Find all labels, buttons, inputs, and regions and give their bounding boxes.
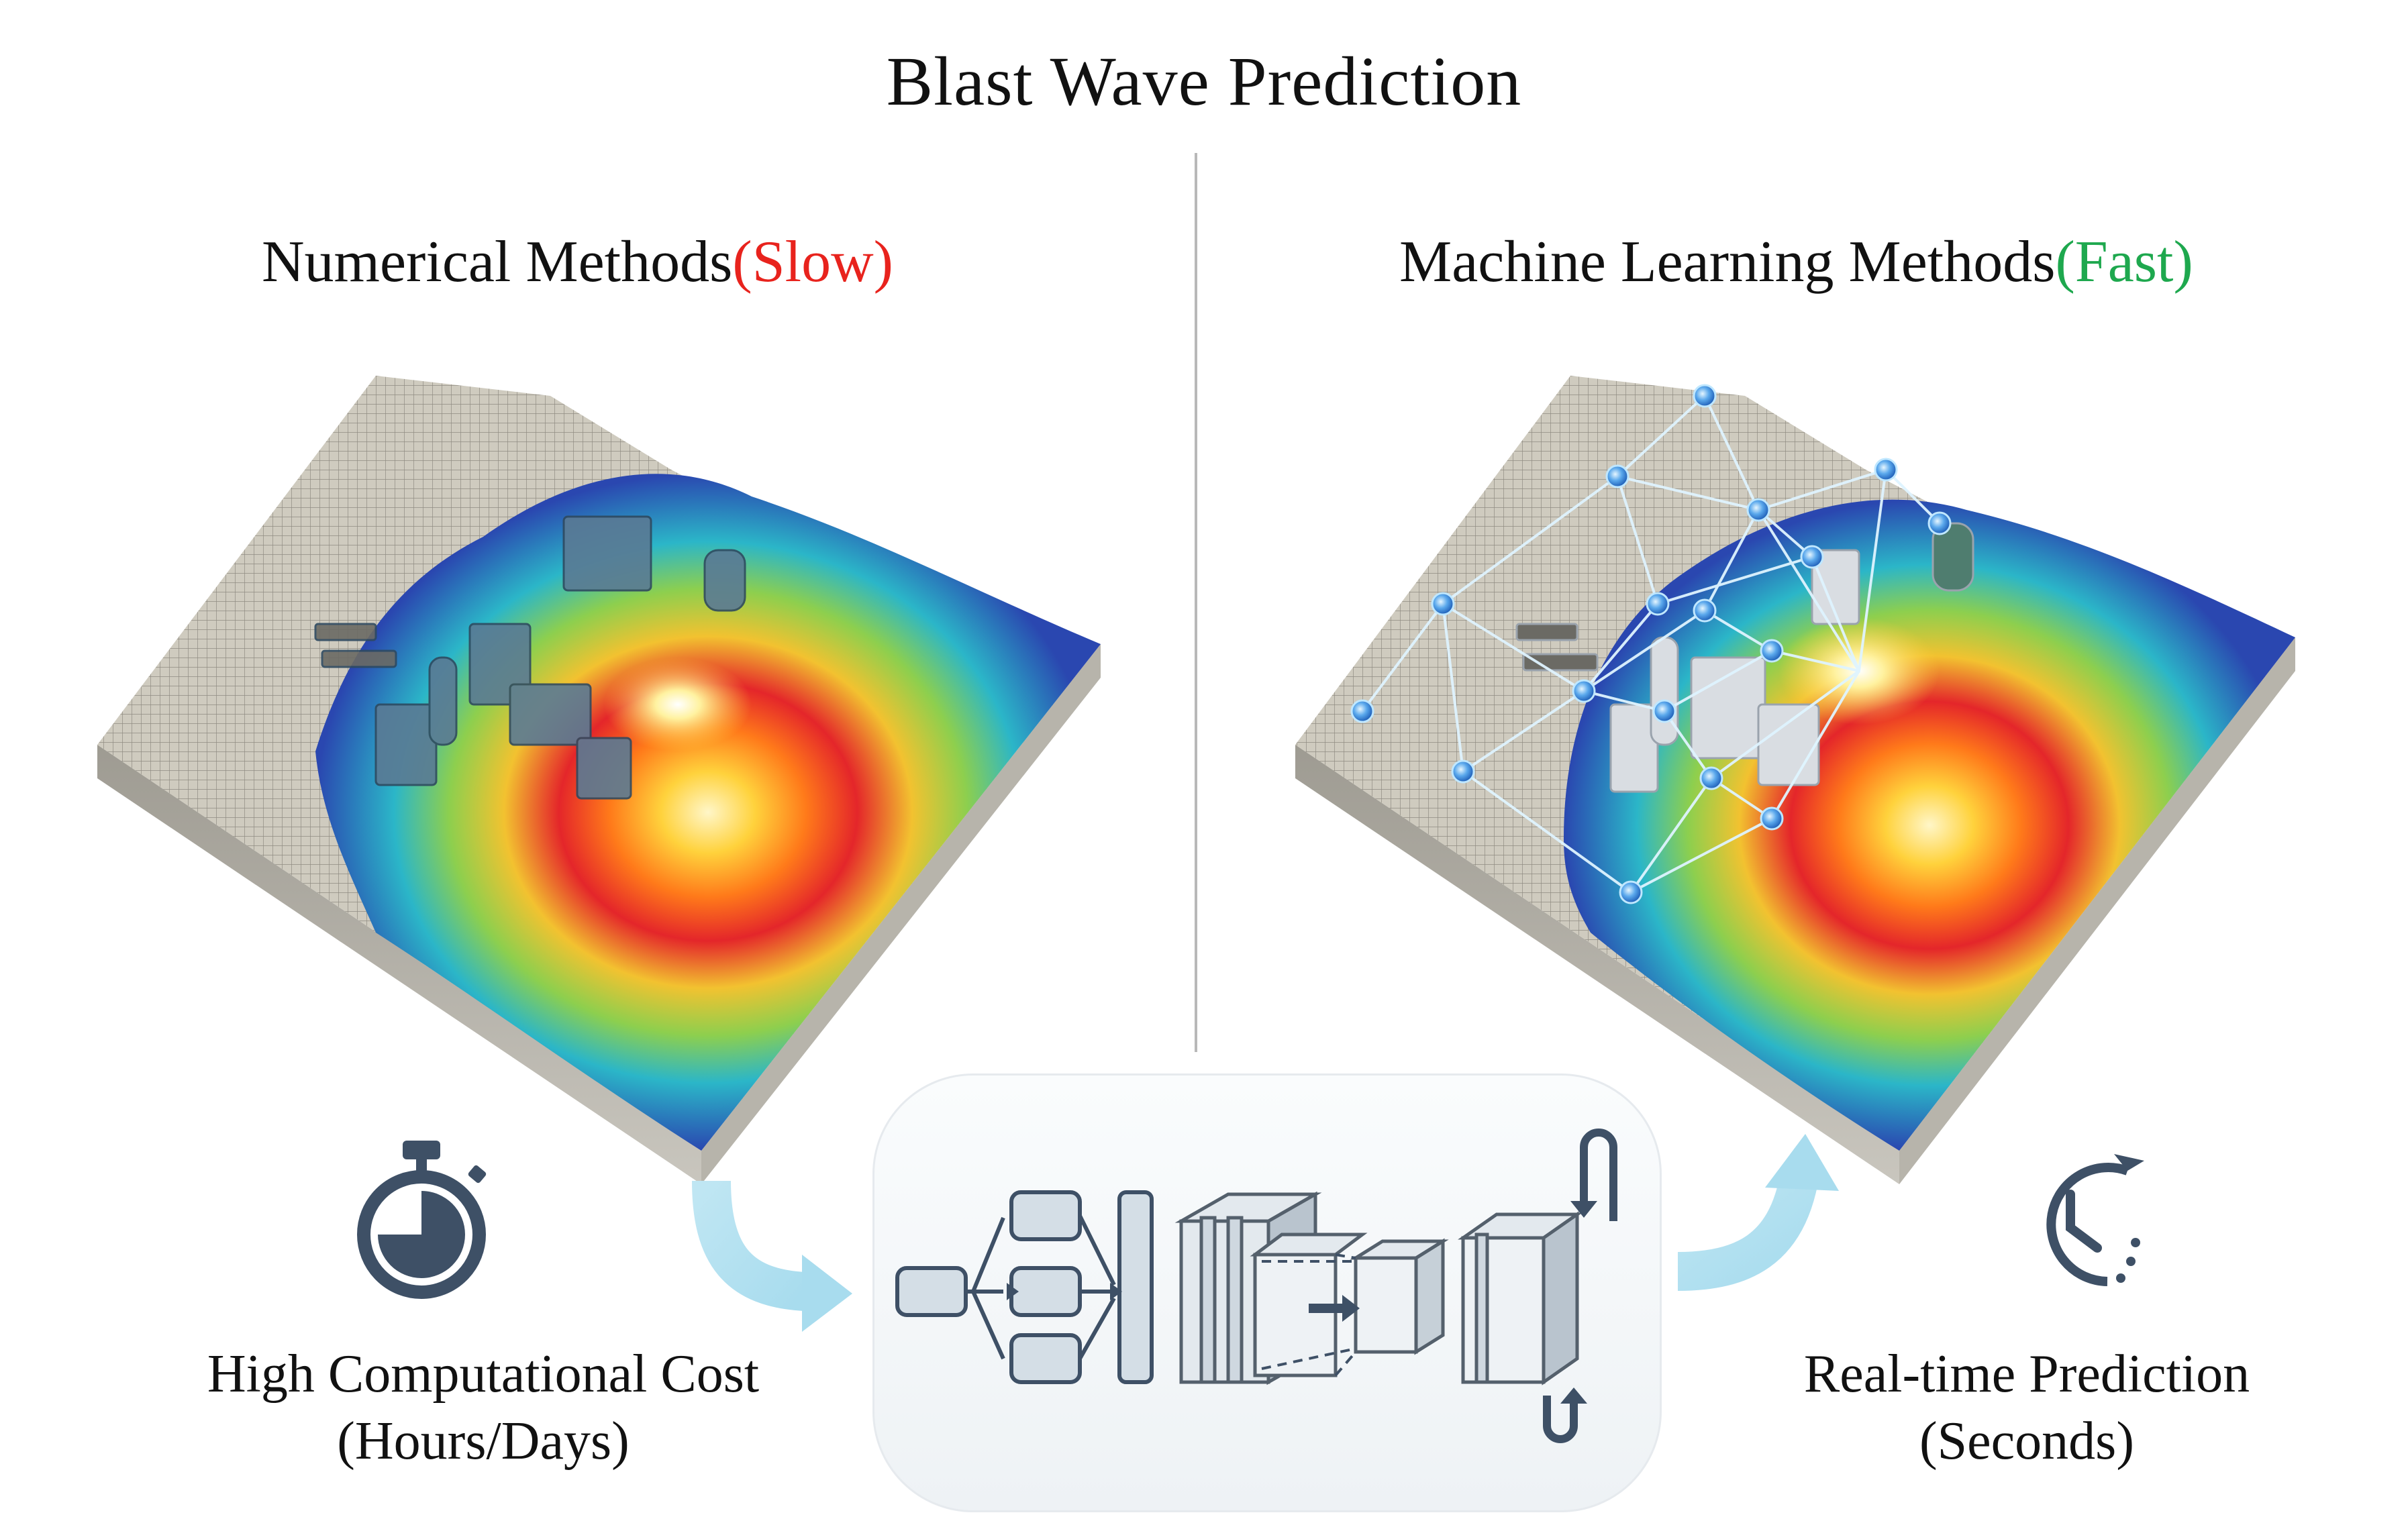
right-terrain-front-side <box>1295 745 1899 1184</box>
high-cost-line2: (Hours/Days) <box>337 1412 630 1471</box>
branch-block-top <box>1009 1190 1082 1241</box>
right-terrain-right-side <box>1899 637 2295 1184</box>
left-simulation-terrain <box>97 376 1101 1184</box>
center-divider <box>1195 153 1197 1052</box>
stopwatch-icon <box>357 1141 487 1299</box>
slow-tag: (Slow) <box>732 229 893 295</box>
left-buildings <box>314 515 746 800</box>
real-time-line1: Real-time Prediction <box>1803 1345 2250 1404</box>
left-terrain-front-side <box>97 745 701 1184</box>
numerical-methods-heading: Numerical Methods(Slow) <box>262 228 893 296</box>
high-cost-caption: High Computational Cost (Hours/Days) <box>168 1341 799 1475</box>
input-block <box>895 1266 968 1317</box>
ml-methods-heading: Machine Learning Methods(Fast) <box>1399 228 2193 296</box>
conv-stack-2 <box>1458 1211 1583 1385</box>
right-simulation-terrain <box>1295 376 2295 1184</box>
real-time-caption: Real-time Prediction (Seconds) <box>1732 1341 2322 1475</box>
clock-rotate-icon <box>2046 1154 2144 1286</box>
left-curved-arrow <box>692 1180 852 1332</box>
right-curved-arrow <box>1677 1134 1839 1291</box>
graph-network-nodes <box>1350 384 1952 904</box>
diagram-title: Blast Wave Prediction <box>886 43 1522 120</box>
branch-block-bottom <box>1009 1333 1082 1384</box>
conv-arrow <box>1309 1295 1360 1322</box>
recurrent-arrowheads <box>1560 1201 1597 1404</box>
fast-tag: (Fast) <box>2055 229 2193 295</box>
branch-block-middle <box>1009 1266 1082 1317</box>
conv-block-small <box>1350 1238 1449 1355</box>
conv-projection-lines <box>1261 1253 1357 1377</box>
branch-arrowheads <box>1007 1283 1122 1300</box>
recurrent-arrows <box>1543 1129 1617 1443</box>
concat-layer <box>1117 1190 1154 1384</box>
real-time-line2: (Seconds) <box>1919 1412 2134 1471</box>
high-cost-line1: High Computational Cost <box>207 1345 760 1404</box>
conv-stack-1 <box>1174 1191 1368 1385</box>
branch-arrows <box>966 1214 1116 1360</box>
ml-methods-label: Machine Learning Methods <box>1399 229 2056 295</box>
numerical-methods-label: Numerical Methods <box>262 229 733 295</box>
left-terrain-right-side <box>701 644 1101 1184</box>
neural-network-diagram <box>895 1129 1617 1443</box>
right-pressure-field <box>1564 499 2295 1151</box>
left-blast-center <box>604 658 752 751</box>
